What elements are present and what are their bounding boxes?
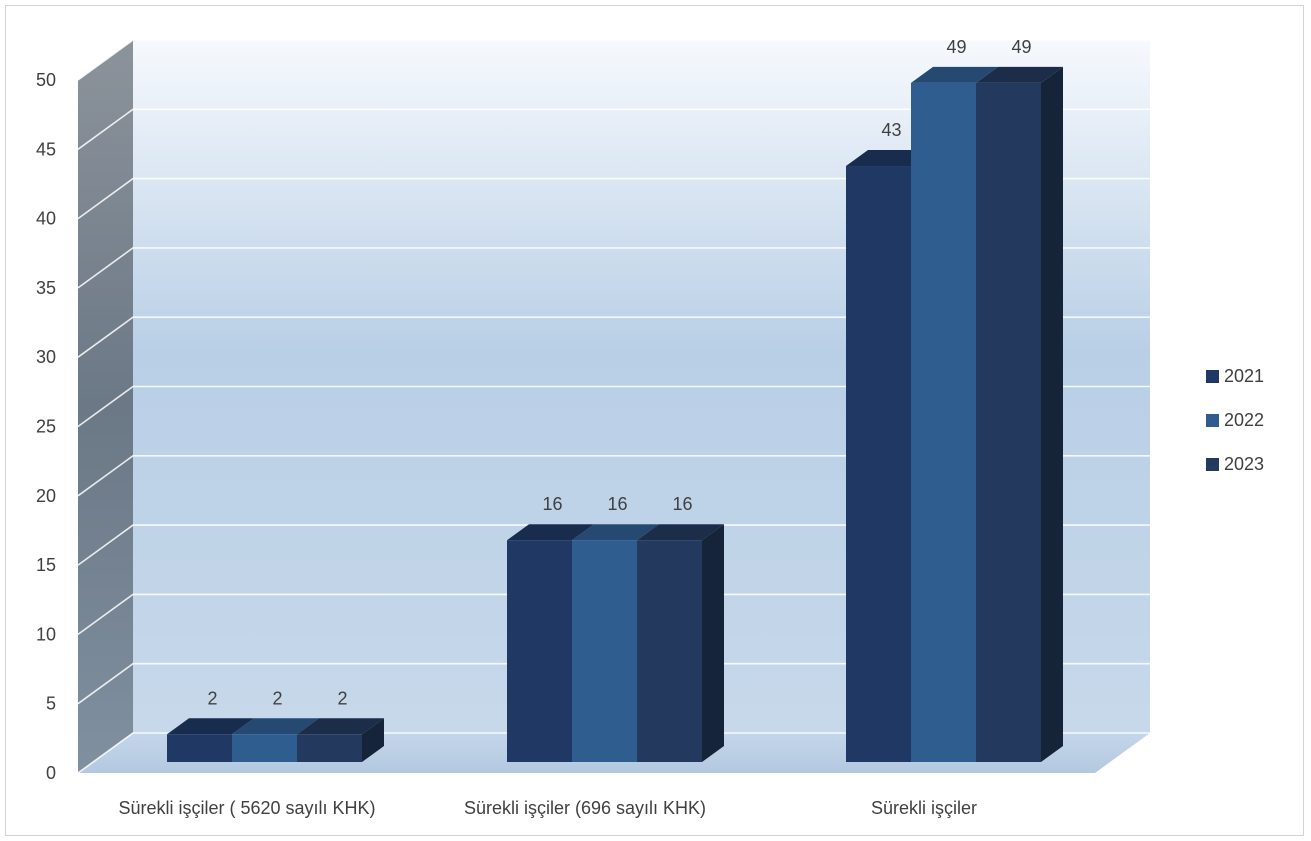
gridline xyxy=(77,108,1150,150)
bar-2021-2 xyxy=(846,166,911,762)
bar-top-face xyxy=(507,524,594,541)
y-tick-label: 30 xyxy=(36,347,56,367)
bar-2022-2 xyxy=(911,82,976,763)
y-tick-label: 15 xyxy=(36,555,56,575)
data-labels: 2 2 2 16 16 16 43 49 49 xyxy=(207,37,1031,708)
legend-label: 2021 xyxy=(1224,366,1264,386)
y-tick-label: 50 xyxy=(36,70,56,90)
bar-top-face xyxy=(297,718,384,735)
data-label: 16 xyxy=(542,494,562,514)
legend-label: 2023 xyxy=(1224,454,1264,474)
gridline xyxy=(77,524,1150,566)
bar-top-face xyxy=(911,66,998,83)
bar-side-face xyxy=(1041,66,1063,763)
data-label: 2 xyxy=(207,688,217,708)
bar-2021-1 xyxy=(507,540,572,762)
bars xyxy=(167,66,1063,763)
y-axis-ticks: 0 5 10 15 20 25 30 35 40 45 50 xyxy=(36,70,56,783)
legend: 2021 2022 2023 xyxy=(1206,366,1264,474)
category-label: Sürekli işçiler (696 sayılı KHK) xyxy=(464,798,706,818)
data-label: 16 xyxy=(607,494,627,514)
legend-swatch xyxy=(1206,458,1219,471)
legend-swatch xyxy=(1206,414,1219,427)
bar-2022-1 xyxy=(572,540,637,762)
data-label: 2 xyxy=(272,688,282,708)
bar-side-face xyxy=(362,718,384,762)
gridlines xyxy=(77,39,1150,774)
y-tick-label: 45 xyxy=(36,139,56,159)
y-tick-label: 25 xyxy=(36,417,56,437)
y-tick-label: 10 xyxy=(36,624,56,644)
gridline xyxy=(77,732,1150,774)
y-tick-label: 40 xyxy=(36,209,56,229)
data-label: 49 xyxy=(946,37,966,57)
bar-top-face xyxy=(232,718,319,735)
y-tick-label: 0 xyxy=(46,763,56,783)
bar-2022-0 xyxy=(232,734,297,762)
data-label: 16 xyxy=(672,494,692,514)
gridline xyxy=(77,316,1150,358)
bar-2021-0 xyxy=(167,734,232,762)
bar-2023-2 xyxy=(976,82,1041,763)
bar-2023-0 xyxy=(297,734,362,762)
gridline xyxy=(77,39,1150,81)
data-label: 43 xyxy=(881,120,901,140)
bar-top-face xyxy=(637,524,724,541)
bar-top-face xyxy=(167,718,254,735)
gridline xyxy=(77,662,1150,705)
data-label: 2 xyxy=(337,688,347,708)
gridline xyxy=(77,593,1150,636)
y-tick-label: 5 xyxy=(46,694,56,714)
gridline xyxy=(77,454,1150,497)
gridline xyxy=(77,177,1150,220)
y-tick-label: 20 xyxy=(36,486,56,506)
category-labels: Sürekli işçiler ( 5620 sayılı KHK) Sürekl… xyxy=(118,798,977,818)
category-label: Sürekli işçiler xyxy=(871,798,977,818)
bar-2023-1 xyxy=(637,540,702,762)
y-tick-label: 35 xyxy=(36,278,56,298)
bar-top-face xyxy=(572,524,659,541)
bar-side-face xyxy=(702,524,724,762)
bar-top-face xyxy=(976,66,1063,83)
category-label: Sürekli işçiler ( 5620 sayılı KHK) xyxy=(118,798,375,818)
gridline xyxy=(77,247,1150,289)
data-label: 49 xyxy=(1011,37,1031,57)
legend-swatch xyxy=(1206,370,1219,383)
gridline xyxy=(77,385,1150,428)
legend-label: 2022 xyxy=(1224,410,1264,430)
